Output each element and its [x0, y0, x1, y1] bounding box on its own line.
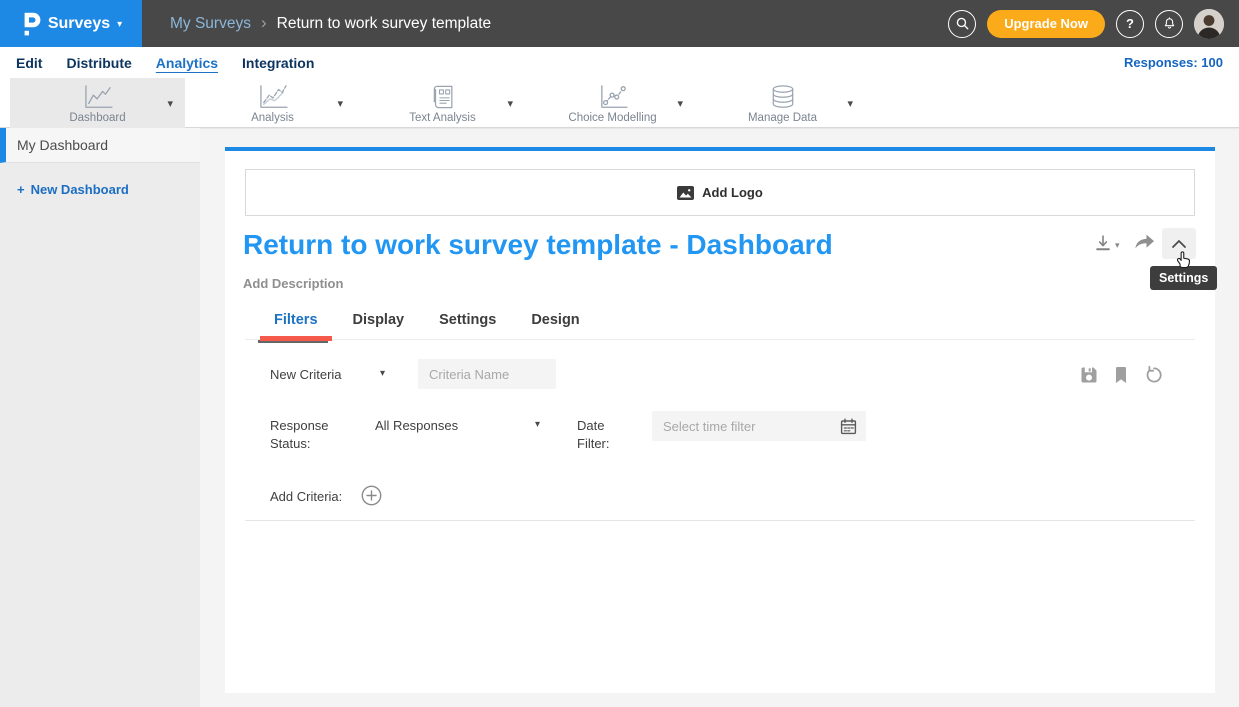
responses-count: Responses: 100	[1124, 55, 1223, 70]
add-logo-label: Add Logo	[702, 185, 763, 200]
trend-chart-icon	[256, 84, 290, 110]
analytics-toolbar: Dashboard ▾ Analysis ▾	[0, 78, 1239, 128]
toolbar-analysis[interactable]: Analysis ▾	[185, 78, 360, 128]
date-filter-field	[652, 411, 866, 441]
toolbar-analysis-label: Analysis	[251, 112, 294, 124]
search-icon	[955, 16, 970, 31]
avatar[interactable]	[1194, 8, 1224, 39]
toolbar-manage-data-label: Manage Data	[747, 112, 818, 124]
chevron-down-icon[interactable]: ▾	[167, 98, 173, 110]
download-icon	[1093, 233, 1113, 253]
image-icon	[677, 185, 695, 200]
plus-icon: +	[17, 182, 25, 197]
add-logo-button[interactable]: Add Logo	[245, 169, 1195, 216]
app-switcher[interactable]: Surveys ▾	[0, 0, 142, 47]
dashboard-sidebar: My Dashboard + New Dashboard	[0, 128, 200, 707]
breadcrumb-current: Return to work survey template	[276, 14, 492, 32]
chevron-down-icon[interactable]: ▾	[507, 98, 513, 110]
chevron-down-icon[interactable]: ▾	[677, 98, 683, 110]
criteria-name-input[interactable]	[418, 359, 556, 389]
add-criteria-button[interactable]	[361, 485, 382, 506]
new-dashboard-button[interactable]: + New Dashboard	[17, 182, 200, 197]
save-icon[interactable]	[1080, 366, 1098, 384]
dashboard-panel: Add Logo Return to work survey template …	[225, 147, 1218, 693]
share-arrow-icon	[1133, 233, 1155, 251]
line-chart-icon	[81, 84, 115, 110]
new-dashboard-label: New Dashboard	[30, 182, 129, 197]
plus-circle-icon	[361, 485, 382, 506]
response-status-label: Response Status:	[270, 418, 329, 451]
settings-tooltip: Settings	[1150, 266, 1218, 290]
topbar-actions: Upgrade Now ?	[948, 8, 1239, 39]
toolbar-dashboard-label: Dashboard	[69, 112, 126, 124]
bell-icon	[1162, 16, 1177, 31]
bookmark-icon[interactable]	[1114, 366, 1128, 384]
chevron-down-icon: ▾	[1115, 240, 1120, 250]
chevron-down-icon[interactable]: ▾	[380, 368, 386, 379]
dashboard-tabs: Filters Display Settings Design	[274, 312, 580, 328]
nav-analytics[interactable]: Analytics	[155, 54, 219, 71]
tab-settings[interactable]: Settings	[439, 312, 497, 328]
toolbar-choice-modelling-label: Choice Modelling	[568, 112, 657, 124]
search-button[interactable]	[948, 9, 977, 38]
chevron-down-icon[interactable]: ▾	[337, 98, 343, 110]
criteria-dropdown[interactable]: New Criteria	[270, 367, 342, 382]
section-divider	[245, 520, 1195, 521]
tab-display[interactable]: Display	[352, 312, 405, 328]
tab-divider	[245, 339, 1195, 340]
collapse-settings-button[interactable]	[1162, 228, 1196, 259]
help-button[interactable]: ?	[1116, 9, 1144, 38]
breadcrumb: My Surveys › Return to work survey templ…	[170, 14, 491, 33]
response-status-dropdown[interactable]: All Responses	[375, 418, 459, 433]
add-criteria-label: Add Criteria:	[270, 489, 343, 504]
topbar: Surveys ▾ My Surveys › Return to work su…	[0, 0, 1239, 47]
toolbar-manage-data[interactable]: Manage Data ▾	[695, 78, 870, 128]
survey-nav: Edit Distribute Analytics Integration Re…	[0, 47, 1239, 78]
chevron-down-icon: ▾	[117, 19, 123, 30]
sidebar-item-my-dashboard[interactable]: My Dashboard	[0, 128, 200, 163]
app-name: Surveys	[47, 14, 111, 32]
nav-edit[interactable]: Edit	[16, 54, 43, 71]
breadcrumb-my-surveys[interactable]: My Surveys	[170, 14, 251, 32]
upgrade-now-button[interactable]: Upgrade Now	[987, 9, 1105, 38]
date-filter-input[interactable]	[652, 418, 840, 434]
notifications-button[interactable]	[1155, 9, 1183, 38]
reset-icon[interactable]	[1144, 365, 1164, 385]
chevron-down-icon[interactable]: ▾	[847, 98, 853, 110]
date-filter-label: Date Filter:	[577, 418, 610, 451]
toolbar-choice-modelling[interactable]: Choice Modelling ▾	[525, 78, 700, 128]
nav-distribute[interactable]: Distribute	[66, 54, 132, 71]
download-button[interactable]: ▾	[1093, 233, 1120, 253]
breadcrumb-separator-icon: ›	[260, 13, 267, 32]
chevron-up-icon	[1171, 239, 1187, 249]
dashboard-title[interactable]: Return to work survey template - Dashboa…	[243, 229, 833, 260]
toolbar-dashboard[interactable]: Dashboard ▾	[10, 78, 185, 128]
question-mark-icon: ?	[1126, 16, 1134, 31]
calendar-icon[interactable]	[840, 418, 857, 435]
share-button[interactable]	[1133, 233, 1155, 251]
database-icon	[768, 84, 798, 110]
proprofs-logo-icon	[20, 11, 41, 37]
chevron-down-icon[interactable]: ▾	[535, 419, 541, 430]
toolbar-text-analysis[interactable]: Text Analysis ▾	[355, 78, 530, 128]
tab-design[interactable]: Design	[531, 312, 580, 328]
newspaper-icon	[428, 84, 458, 110]
sidebar-item-label: My Dashboard	[17, 137, 109, 153]
tab-filters[interactable]: Filters	[274, 312, 318, 328]
toolbar-text-analysis-label: Text Analysis	[409, 112, 476, 124]
nav-integration[interactable]: Integration	[242, 54, 315, 71]
criteria-actions	[1080, 365, 1164, 385]
active-tab-underline	[260, 336, 332, 341]
add-description-button[interactable]: Add Description	[243, 276, 344, 291]
scatter-chart-icon	[596, 84, 630, 110]
